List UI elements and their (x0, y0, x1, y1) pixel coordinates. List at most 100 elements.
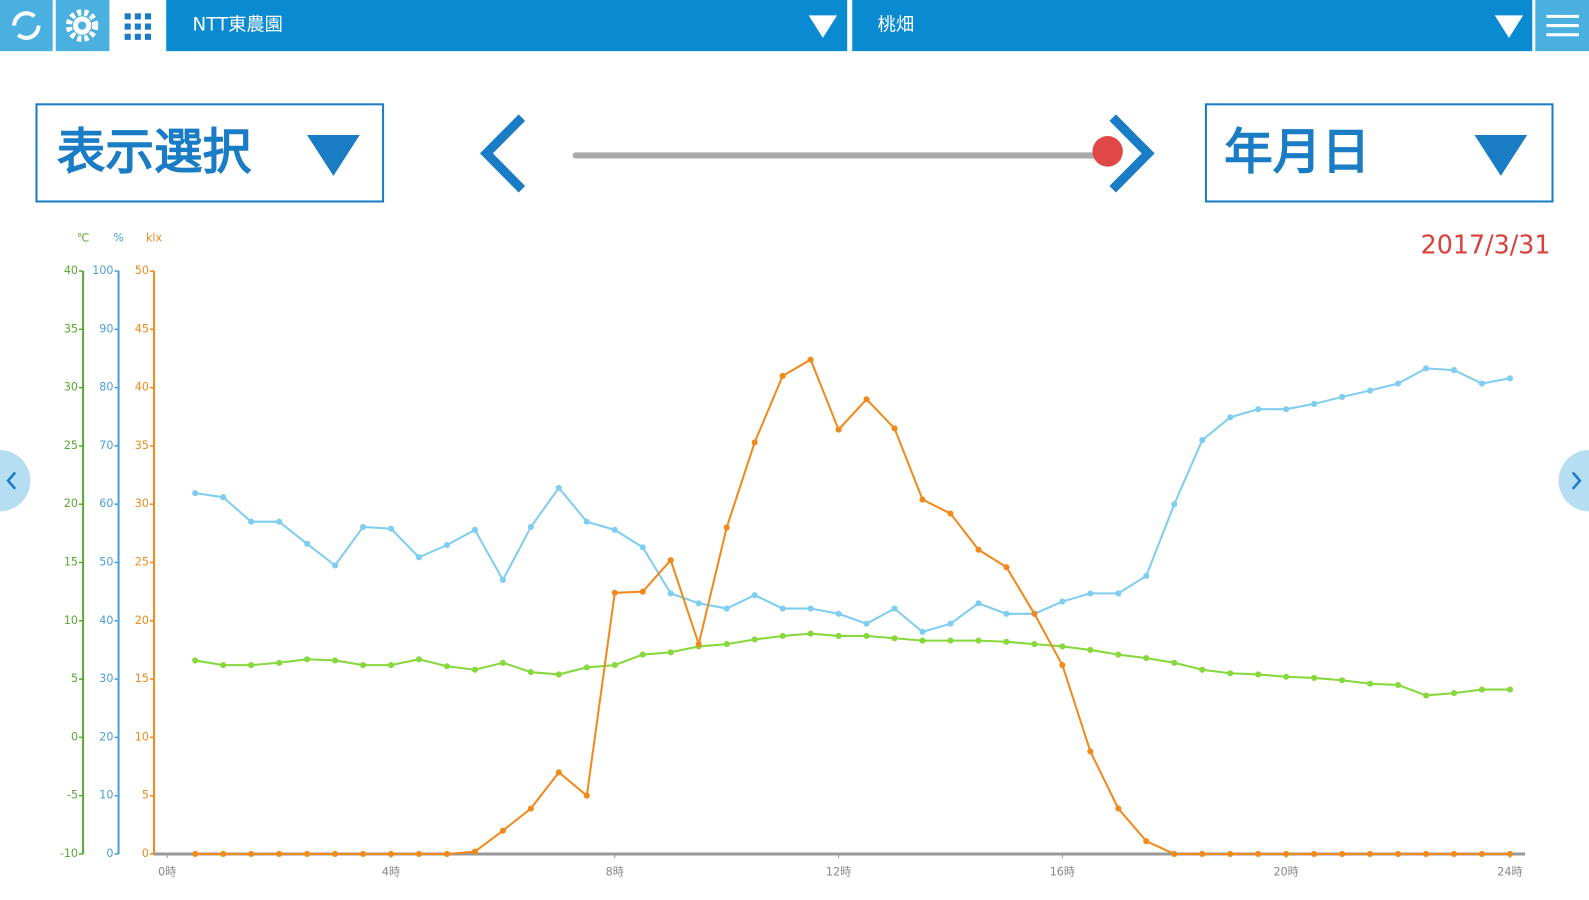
gear-icon-hole (78, 21, 87, 30)
data-point (1115, 651, 1122, 658)
data-point (863, 632, 870, 640)
data-point (276, 850, 283, 858)
y-tick-label: 35 (135, 439, 149, 452)
y-tick-label: 20 (135, 614, 149, 627)
data-point (1003, 610, 1010, 617)
data-point (192, 490, 199, 497)
farm-dropdown[interactable] (166, 0, 848, 52)
data-point (1395, 681, 1402, 688)
data-point (835, 632, 842, 640)
data-point (332, 562, 339, 569)
data-point (919, 496, 926, 503)
data-point (248, 850, 255, 858)
x-tick-label: 20時 (1274, 865, 1299, 878)
y-tick-label: 0 (106, 847, 113, 860)
slider-thumb[interactable] (1092, 136, 1123, 167)
data-point (1395, 380, 1402, 387)
y-tick-label: 15 (64, 555, 78, 568)
y-tick-label: 35 (64, 322, 78, 335)
data-point (947, 620, 954, 627)
farm-name: NTT東農園 (193, 15, 283, 36)
data-point (471, 666, 478, 673)
data-point (807, 605, 814, 612)
data-point (779, 372, 786, 380)
axis-unit: klx (146, 231, 163, 244)
data-point (779, 605, 786, 612)
y-tick-label: 70 (99, 439, 113, 452)
data-point (1283, 673, 1290, 680)
data-point (1143, 572, 1150, 579)
data-point (192, 657, 199, 664)
data-point (667, 557, 674, 564)
data-point (1311, 674, 1318, 681)
data-point (611, 526, 618, 533)
field-name: 桃畑 (878, 15, 914, 36)
data-point (220, 494, 227, 501)
menu-icon (1546, 14, 1579, 37)
data-point (583, 664, 590, 671)
data-point (1059, 662, 1066, 669)
data-point (1255, 671, 1262, 678)
data-point (415, 656, 423, 663)
data-point (947, 637, 954, 644)
dropdown-arrow (1494, 15, 1524, 38)
date-label: 2017/3/31 (1421, 230, 1551, 260)
next-button[interactable] (1109, 114, 1155, 193)
data-point (611, 589, 618, 596)
y-tick-label: 50 (99, 555, 113, 568)
field-dropdown[interactable] (852, 0, 1533, 52)
data-point (975, 637, 982, 644)
data-point (667, 649, 674, 656)
data-point (415, 850, 423, 858)
data-point (723, 605, 730, 612)
data-point (1367, 387, 1374, 394)
y-tick-label: 80 (99, 381, 113, 394)
data-point (499, 576, 506, 584)
data-point (751, 592, 758, 599)
series-line (195, 632, 1510, 697)
dropdown-arrow (808, 15, 838, 38)
data-point (1450, 850, 1458, 858)
data-point (919, 628, 926, 635)
data-point (891, 425, 898, 432)
data-point (807, 356, 814, 363)
x-tick-label: 4時 (382, 865, 400, 878)
data-point (1143, 838, 1150, 845)
data-point (1283, 406, 1290, 413)
data-point (1506, 850, 1513, 858)
data-point (723, 641, 730, 648)
data-point (1283, 850, 1290, 858)
data-point (1087, 646, 1094, 654)
display-select-label: 表示選択 (57, 123, 253, 180)
prev-button[interactable] (479, 114, 526, 193)
data-point (332, 850, 339, 858)
dropdown-arrow (307, 135, 360, 176)
y-tick-label: 40 (99, 614, 113, 627)
sync-button[interactable] (0, 0, 53, 52)
data-point (835, 610, 842, 617)
data-point (220, 662, 227, 669)
y-tick-label: 60 (99, 497, 113, 510)
data-point (583, 792, 590, 799)
data-point (1422, 692, 1430, 699)
y-tick-label: 0 (71, 730, 78, 743)
data-point (583, 518, 590, 525)
y-tick-label: 20 (64, 497, 78, 510)
data-point (807, 630, 814, 637)
data-point (555, 484, 562, 491)
series-line (195, 367, 1511, 634)
y-tick-label: 30 (135, 497, 149, 510)
y-tick-label: 20 (99, 730, 113, 743)
data-point (1227, 414, 1234, 421)
data-point (1367, 850, 1374, 858)
data-point (415, 554, 423, 561)
y-tick-label: 100 (92, 264, 113, 277)
series-line (195, 358, 1510, 855)
data-point (248, 662, 255, 669)
axis-unit: ℃ (77, 231, 90, 244)
right-tab[interactable] (1558, 450, 1589, 512)
left-tab[interactable] (0, 450, 31, 512)
data-point (751, 636, 758, 643)
